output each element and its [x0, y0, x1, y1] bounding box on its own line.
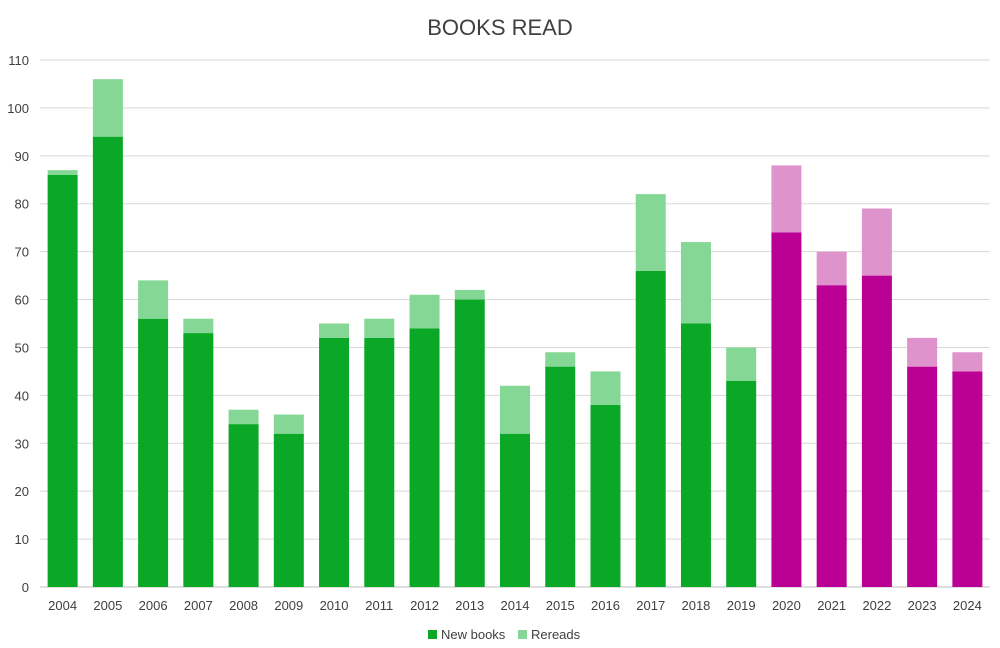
bar-rereads-2010 — [319, 323, 350, 338]
bar-new-books-2021 — [816, 285, 847, 587]
y-tick-label: 70 — [15, 245, 29, 260]
bar-new-books-2024 — [952, 371, 983, 587]
legend-label-rereads: Rereads — [531, 627, 581, 642]
x-tick-label: 2015 — [546, 598, 575, 613]
x-tick-label: 2023 — [908, 598, 937, 613]
y-tick-label: 60 — [15, 293, 29, 308]
bar-rereads-2017 — [635, 194, 666, 271]
y-tick-label: 100 — [7, 101, 29, 116]
x-tick-label: 2009 — [274, 598, 303, 613]
bar-new-books-2018 — [680, 323, 711, 587]
bar-new-books-2016 — [590, 404, 621, 587]
bar-new-books-2012 — [409, 328, 440, 587]
bar-new-books-2023 — [907, 366, 938, 587]
bar-new-books-2010 — [319, 337, 350, 587]
bar-rereads-2023 — [907, 337, 938, 367]
y-tick-label: 50 — [15, 340, 29, 355]
x-tick-label: 2012 — [410, 598, 439, 613]
bar-rereads-2006 — [138, 280, 169, 319]
y-tick-label: 90 — [15, 149, 29, 164]
bar-rereads-2016 — [590, 371, 621, 405]
legend-swatch-new-books — [428, 630, 437, 639]
x-tick-label: 2024 — [953, 598, 982, 613]
x-tick-label: 2006 — [139, 598, 168, 613]
x-tick-label: 2016 — [591, 598, 620, 613]
y-tick-label: 80 — [15, 197, 29, 212]
bar-rereads-2018 — [680, 242, 711, 324]
bar-rereads-2022 — [861, 208, 892, 276]
bar-rereads-2012 — [409, 294, 440, 329]
x-tick-label: 2022 — [862, 598, 891, 613]
y-tick-label: 0 — [22, 580, 29, 595]
x-tick-label: 2017 — [636, 598, 665, 613]
bar-new-books-2015 — [545, 366, 576, 587]
x-tick-label: 2007 — [184, 598, 213, 613]
chart-title: BOOKS READ — [427, 15, 572, 40]
legend-swatch-rereads — [518, 630, 527, 639]
x-axis-ticks: 2004 2005 2006 2007 2008 2009 2010 2011 2012 2013… — [48, 598, 982, 613]
bar-new-books-2014 — [500, 433, 530, 587]
bar-rereads-2020 — [771, 165, 802, 233]
bar-new-books-2020 — [771, 232, 802, 588]
x-tick-label: 2018 — [681, 598, 710, 613]
x-tick-label: 2014 — [501, 598, 530, 613]
bar-new-books-2013 — [454, 299, 485, 587]
y-tick-label: 30 — [15, 436, 29, 451]
x-tick-label: 2011 — [365, 598, 393, 613]
bar-rereads-2019 — [726, 347, 757, 381]
bar-new-books-2009 — [273, 433, 304, 587]
bar-new-books-2006 — [138, 318, 169, 587]
bar-rereads-2011 — [364, 318, 395, 338]
y-tick-label: 10 — [15, 532, 29, 547]
x-tick-label: 2005 — [93, 598, 122, 613]
bar-new-books-2005 — [92, 136, 123, 587]
bar-rereads-2004 — [47, 170, 78, 175]
bar-new-books-2004 — [47, 174, 78, 587]
x-tick-label: 2008 — [229, 598, 258, 613]
bar-rereads-2014 — [500, 385, 530, 434]
bar-new-books-2011 — [364, 337, 395, 587]
bar-rereads-2015 — [545, 352, 576, 367]
x-tick-label: 2019 — [727, 598, 756, 613]
x-tick-label: 2021 — [817, 598, 846, 613]
x-tick-label: 2020 — [772, 598, 801, 613]
bar-new-books-2019 — [726, 380, 757, 587]
bar-rereads-2007 — [183, 318, 214, 334]
bar-rereads-2005 — [92, 79, 123, 137]
legend-label-new-books: New books — [441, 627, 506, 642]
x-tick-label: 2013 — [455, 598, 484, 613]
x-tick-label: 2004 — [48, 598, 77, 613]
y-tick-label: 40 — [15, 388, 29, 403]
y-axis-ticks: 0 10 20 30 40 50 60 70 80 90 100 110 — [7, 53, 29, 595]
x-tick-label: 2010 — [320, 598, 349, 613]
bar-rereads-2009 — [273, 414, 304, 434]
bar-rereads-2008 — [228, 409, 259, 425]
bar-new-books-2008 — [228, 424, 259, 587]
bar-new-books-2007 — [183, 333, 214, 587]
bar-rereads-2024 — [952, 352, 983, 372]
legend: New books Rereads — [428, 627, 581, 642]
bar-new-books-2017 — [635, 270, 666, 587]
bars — [47, 79, 983, 588]
y-tick-label: 20 — [15, 484, 29, 499]
bar-rereads-2013 — [454, 289, 485, 300]
y-tick-label: 110 — [8, 53, 29, 68]
bar-rereads-2021 — [816, 251, 847, 286]
bar-new-books-2022 — [861, 275, 892, 587]
